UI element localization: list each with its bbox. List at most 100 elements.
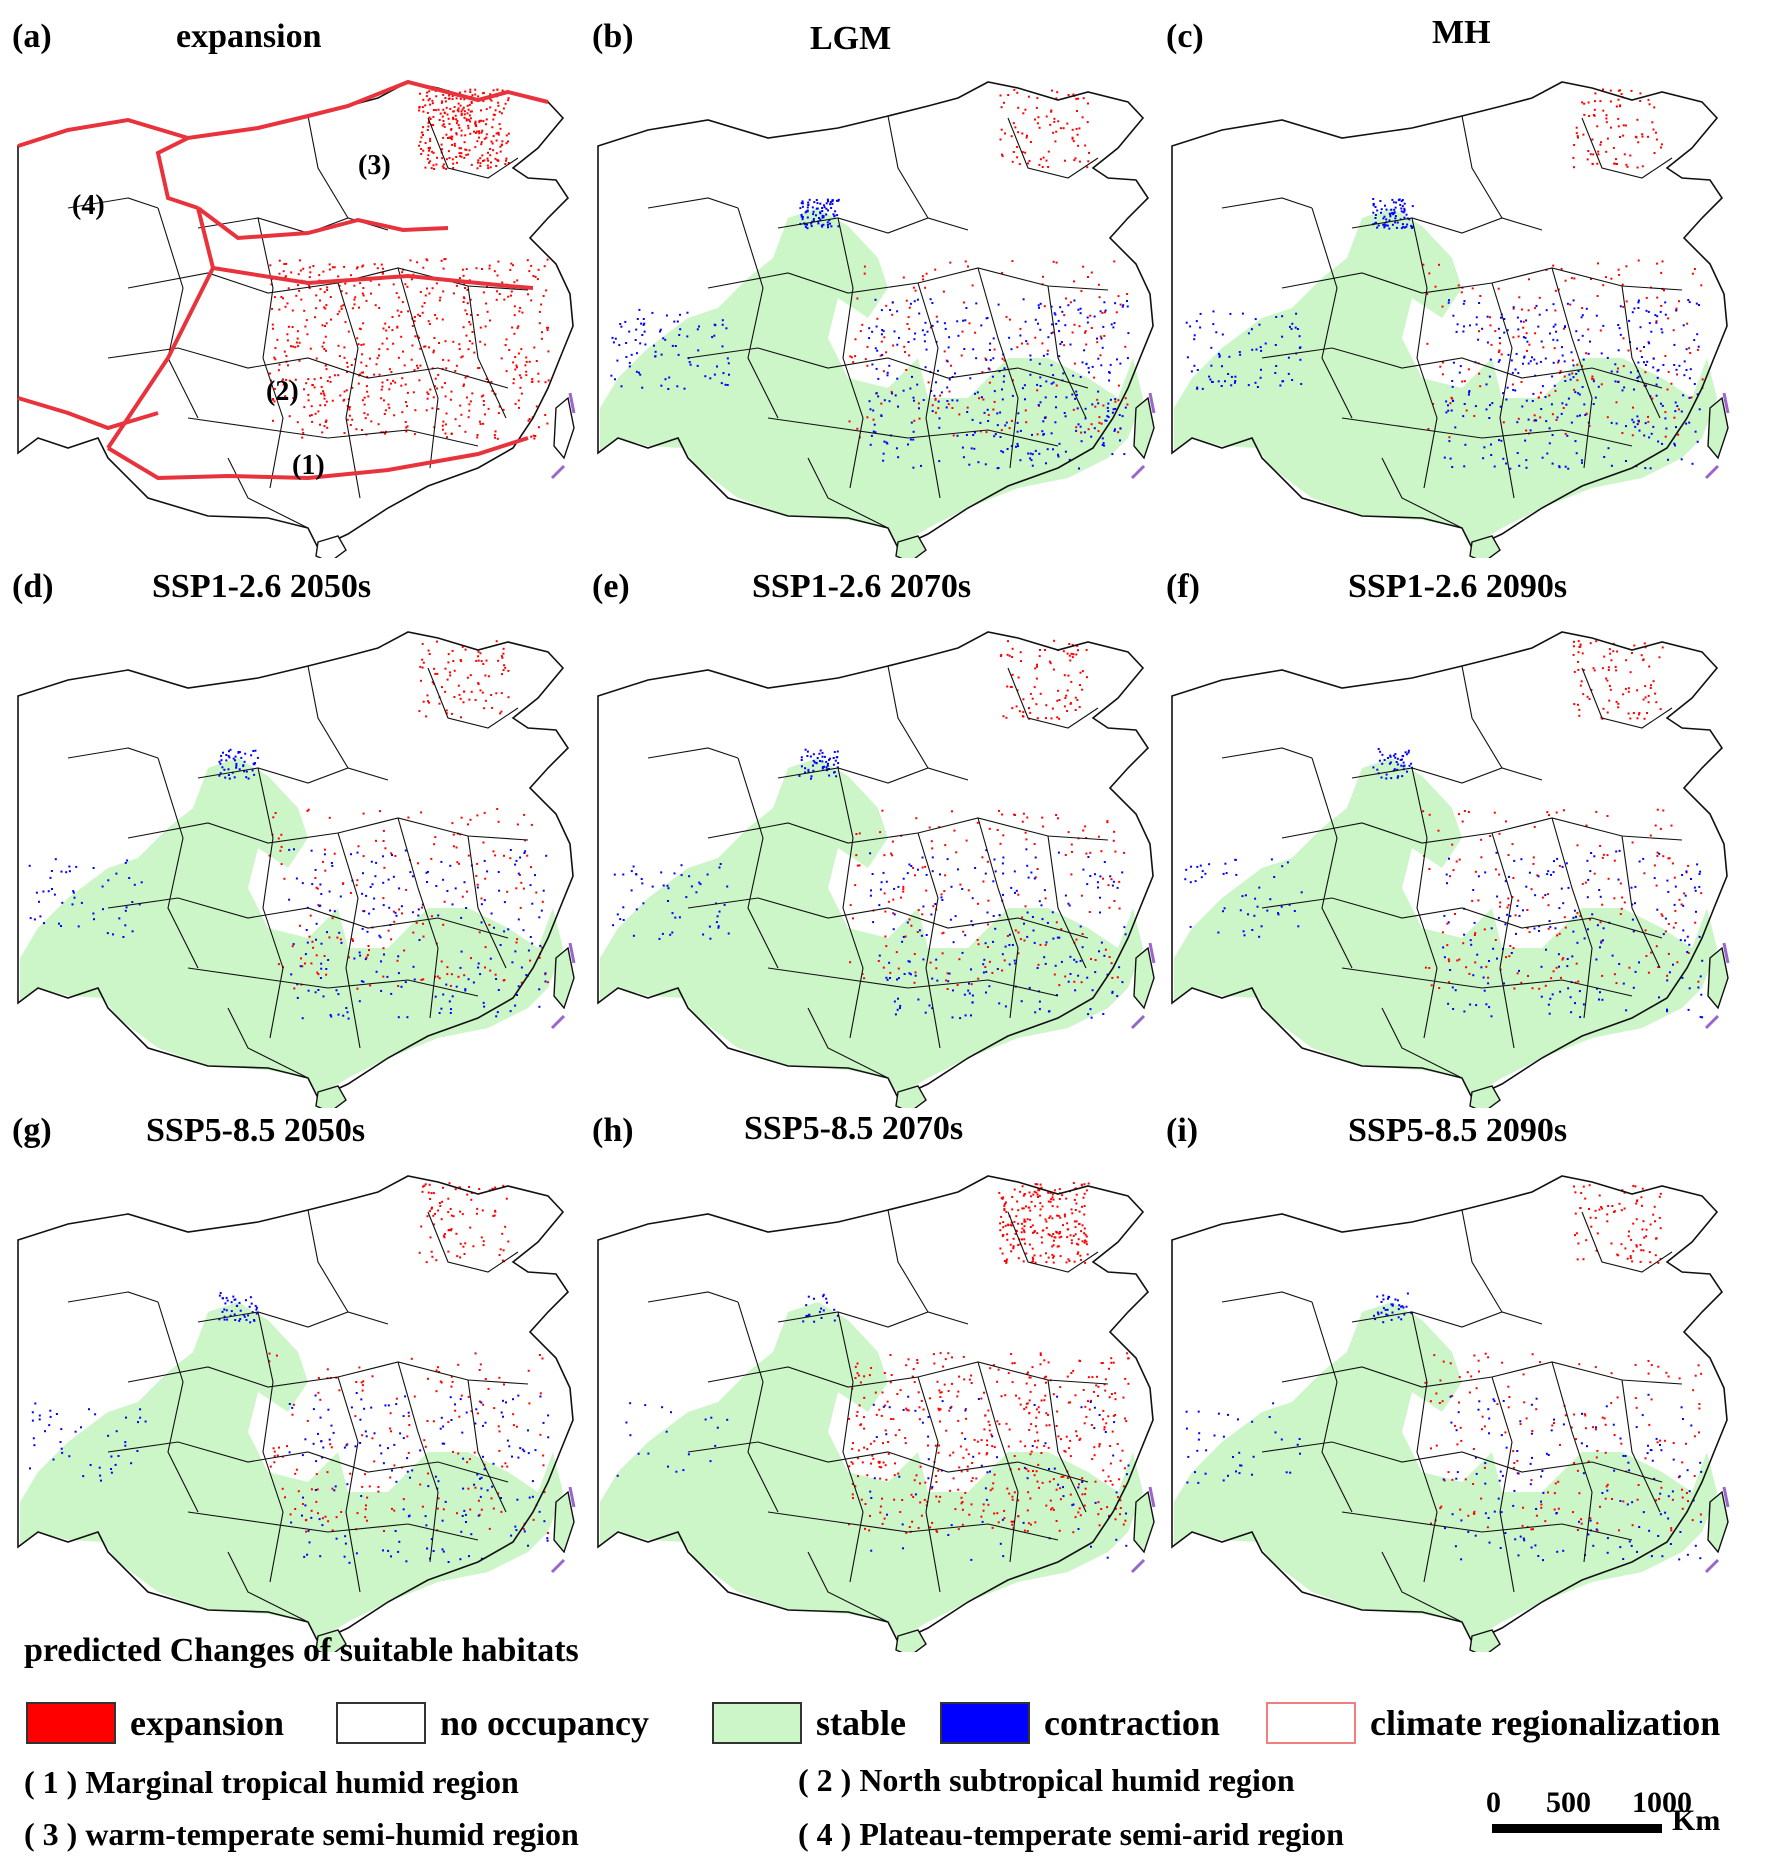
province-boundary	[1621, 835, 1661, 969]
province-boundary	[107, 347, 509, 389]
climate-regionalization-line	[106, 267, 215, 450]
province-boundary	[1491, 1376, 1515, 1593]
province-boundary	[67, 747, 159, 759]
province-boundary	[767, 967, 1059, 997]
province-boundary	[1007, 667, 1099, 729]
island-mark	[568, 1486, 576, 1508]
hainan-island	[895, 1629, 927, 1652]
province-boundary	[1351, 767, 1543, 784]
province-boundary	[767, 417, 1059, 447]
province-boundary	[197, 767, 389, 784]
habitat-map	[597, 631, 1156, 1108]
province-boundary	[1461, 115, 1503, 219]
province-boundary	[977, 817, 1019, 1019]
province-boundary	[1341, 1511, 1633, 1541]
habitat-change-dots	[1185, 88, 1704, 470]
province-boundary	[427, 117, 519, 179]
map-panel-e: (e) SSP1-2.6 2070s	[588, 568, 1168, 1108]
stable-area	[600, 1302, 1143, 1640]
province-boundary	[1551, 267, 1593, 469]
province-boundary	[1221, 197, 1313, 209]
scale-tick-label: 500	[1546, 1786, 1591, 1819]
region-number-label: (4)	[72, 190, 105, 221]
climate-regionalization-line	[106, 436, 529, 481]
panel-title: SSP1-2.6 2070s	[752, 568, 972, 605]
province-boundary	[1047, 285, 1087, 419]
stable-area	[600, 208, 1143, 546]
province-boundary	[107, 897, 509, 939]
province-boundary	[1491, 832, 1515, 1049]
province-boundary	[687, 897, 1089, 939]
stable-area	[1174, 1302, 1717, 1640]
province-boundary	[1551, 817, 1593, 1019]
province-boundary	[1381, 457, 1463, 529]
island-mark	[1722, 1486, 1730, 1508]
province-boundary	[307, 1209, 349, 1313]
habitat-map	[17, 79, 576, 558]
panel-label: (g)	[12, 1112, 52, 1149]
province-boundary	[1311, 757, 1353, 969]
province-boundary	[227, 1551, 309, 1623]
province-boundary	[1311, 1301, 1353, 1513]
region-note-4: ( 4 ) Plateau-temperate semi-arid region	[798, 1816, 1344, 1852]
legend-swatch-climate-regionalization	[1266, 1702, 1356, 1744]
legend-item-no-occupancy: no occupancy	[336, 1700, 649, 1746]
province-boundary	[1007, 1211, 1099, 1273]
province-boundary	[257, 1311, 284, 1583]
province-boundary	[1351, 217, 1543, 234]
province-boundary	[647, 197, 739, 209]
province-boundary	[1261, 897, 1663, 939]
island-mark	[1130, 1558, 1146, 1574]
panel-label: (a)	[12, 18, 52, 55]
province-boundary	[777, 1311, 969, 1328]
climate-regionalization-line	[196, 206, 449, 241]
scale-unit: Km	[1672, 1804, 1721, 1837]
legend-item-expansion: expansion	[26, 1700, 284, 1746]
country-outline	[17, 81, 574, 550]
scale-tick-label: 1000	[1632, 1786, 1692, 1819]
taiwan-island	[1133, 1490, 1155, 1554]
province-boundary	[807, 457, 889, 529]
panel-title: SSP1-2.6 2090s	[1348, 568, 1568, 605]
hainan-island	[895, 535, 927, 558]
legend-item-stable: stable	[712, 1700, 906, 1746]
region-number-label: (1)	[292, 450, 325, 481]
country-outline	[1171, 1175, 1728, 1644]
province-boundary	[157, 1301, 199, 1513]
legend-label: no occupancy	[440, 1703, 650, 1743]
country-outline	[1171, 81, 1728, 550]
stable-area	[20, 1302, 563, 1640]
country-outline	[597, 1175, 1154, 1644]
map-panel-a: (a) expansion (1) (2) (3) (4)	[8, 18, 588, 558]
panel-title: SSP5-8.5 2070s	[744, 1110, 964, 1147]
province-boundary	[397, 1361, 439, 1563]
panel-label: (b)	[592, 18, 634, 55]
province-boundary	[1381, 1551, 1463, 1623]
climate-regionalization-line	[17, 79, 549, 148]
province-boundary	[307, 665, 349, 769]
province-boundary	[1491, 282, 1515, 499]
habitat-map	[17, 1175, 576, 1652]
scale-tick-label: 0	[1486, 1786, 1501, 1819]
province-boundary	[807, 1551, 889, 1623]
province-boundary	[257, 767, 284, 1039]
province-boundary	[887, 665, 929, 769]
island-mark	[568, 392, 576, 414]
province-boundary	[427, 667, 519, 729]
legend-item-climate-regionalization: climate regionalization	[1266, 1700, 1720, 1746]
island-mark	[1722, 392, 1730, 414]
panel-label: (c)	[1166, 18, 1204, 55]
province-boundary	[1341, 967, 1633, 997]
country-outline	[17, 631, 574, 1100]
province-boundary	[67, 197, 159, 209]
map-panel-d: (d) SSP1-2.6 2050s	[8, 568, 588, 1108]
island-mark	[1130, 464, 1146, 480]
province-boundary	[917, 282, 941, 499]
province-boundary	[197, 1311, 389, 1328]
climate-regionalization-line	[196, 207, 534, 290]
map-panel-b: (b) LGM	[588, 18, 1168, 558]
province-boundary	[337, 282, 361, 499]
legend-label: climate regionalization	[1370, 1703, 1721, 1743]
province-boundary	[467, 285, 507, 419]
province-boundary	[807, 1007, 889, 1079]
